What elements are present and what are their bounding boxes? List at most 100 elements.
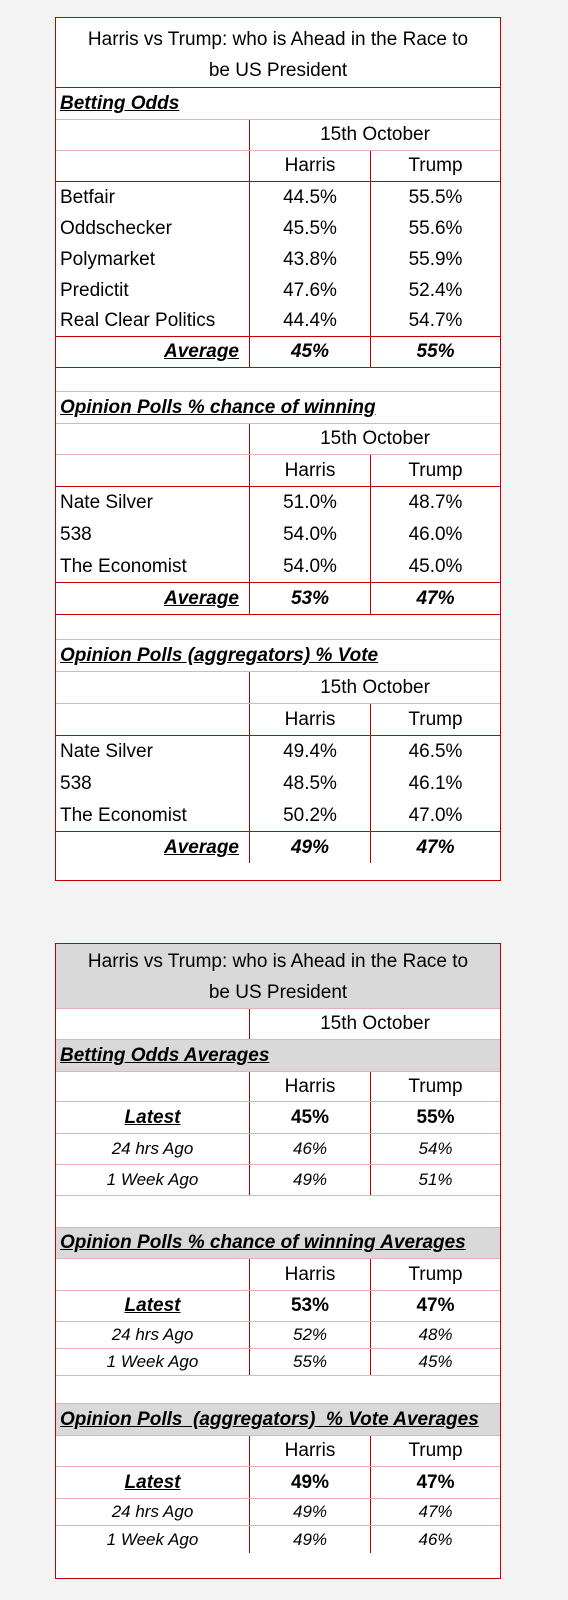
table-title: Harris vs Trump: who is Ahead in the Rac… xyxy=(87,950,469,1003)
average-row: Average 45% 55% xyxy=(56,337,500,368)
trump-value: 54.7% xyxy=(370,306,500,336)
table-row: 538 48.5% 46.1% xyxy=(56,768,500,800)
average-label: Average xyxy=(164,341,239,362)
table-row: Latest 53% 47% xyxy=(56,1291,500,1322)
table-row: Betfair 44.5% 55.5% xyxy=(56,182,500,213)
spacer-row xyxy=(56,368,500,392)
source-name: Predictit xyxy=(60,279,129,301)
source-name: The Economist xyxy=(60,555,187,577)
table-title-row: Harris vs Trump: who is Ahead in the Rac… xyxy=(56,18,500,88)
source-name: 538 xyxy=(60,773,92,794)
table-row: Real Clear Politics 44.4% 54.7% xyxy=(56,306,500,337)
trump-value: 46.1% xyxy=(370,768,500,800)
trump-value: 47% xyxy=(370,1467,500,1498)
date-header: 15th October xyxy=(249,120,500,150)
section-heading-vote-share-averages: Opinion Polls (aggregators) % Vote Avera… xyxy=(60,1408,479,1430)
table-title-row: Harris vs Trump: who is Ahead in the Rac… xyxy=(56,944,500,1009)
harris-value: 47.6% xyxy=(249,275,370,306)
table-row: Nate Silver 51.0% 48.7% xyxy=(56,487,500,519)
harris-value: 54.0% xyxy=(249,551,370,582)
harris-value: 50.2% xyxy=(249,800,370,831)
trump-value: 55% xyxy=(370,1102,500,1133)
section-heading-chance-of-winning-averages: Opinion Polls % chance of winning Averag… xyxy=(60,1232,466,1253)
date-row: 15th October xyxy=(56,424,500,455)
detailed-results-table: Harris vs Trump: who is Ahead in the Rac… xyxy=(55,17,501,881)
table-row: Polymarket 43.8% 55.9% xyxy=(56,244,500,275)
harris-value: 53% xyxy=(249,1291,370,1321)
trump-column-header: Trump xyxy=(370,151,500,181)
column-header-row: Harris Trump xyxy=(56,1072,500,1102)
section-heading-chance-of-winning: Opinion Polls % chance of winning xyxy=(60,396,376,418)
average-label: Average xyxy=(164,587,239,609)
table-row: 24 hrs Ago 49% 47% xyxy=(56,1499,500,1526)
section-heading-betting-odds: Betting Odds xyxy=(60,92,180,114)
trump-value: 48% xyxy=(370,1322,500,1348)
average-row: Average 53% 47% xyxy=(56,583,500,615)
trump-column-header: Trump xyxy=(370,704,500,735)
average-row: Average 49% 47% xyxy=(56,832,500,863)
source-name: Polymarket xyxy=(60,248,156,270)
source-name: Nate Silver xyxy=(60,741,153,762)
table-row: 538 54.0% 46.0% xyxy=(56,519,500,551)
date-header: 15th October xyxy=(249,672,500,703)
column-header-row: Harris Trump xyxy=(56,455,500,487)
harris-value: 43.8% xyxy=(249,244,370,275)
table-row: The Economist 54.0% 45.0% xyxy=(56,551,500,583)
column-header-row: Harris Trump xyxy=(56,704,500,736)
section-heading-vote-share: Opinion Polls (aggregators) % Vote xyxy=(60,644,379,666)
trump-value: 47% xyxy=(370,1291,500,1321)
period-label: 24 hrs Ago xyxy=(111,1139,194,1158)
trump-value: 47.0% xyxy=(370,800,500,831)
trump-value: 46.5% xyxy=(370,736,500,768)
trump-value: 47% xyxy=(370,1499,500,1525)
harris-value: 49% xyxy=(249,1499,370,1525)
source-name: The Economist xyxy=(60,804,187,826)
trump-value: 55.9% xyxy=(370,244,500,275)
date-header: 15th October xyxy=(249,424,500,454)
trump-value: 48.7% xyxy=(370,487,500,519)
period-label: Latest xyxy=(124,1295,181,1316)
column-header-row: Harris Trump xyxy=(56,1436,500,1467)
column-header-row: Harris Trump xyxy=(56,151,500,182)
harris-value: 49% xyxy=(249,1526,370,1553)
table-row: Predictit 47.6% 52.4% xyxy=(56,275,500,306)
harris-value: 45.5% xyxy=(249,213,370,244)
harris-average: 53% xyxy=(249,583,370,614)
harris-column-header: Harris xyxy=(249,704,370,735)
source-name: Oddschecker xyxy=(60,217,172,239)
section-heading-row: Opinion Polls % chance of winning xyxy=(56,392,500,424)
section-heading-row: Opinion Polls % chance of winning Averag… xyxy=(56,1228,500,1259)
harris-value: 45% xyxy=(249,1102,370,1133)
harris-value: 48.5% xyxy=(249,768,370,800)
table-row: 24 hrs Ago 46% 54% xyxy=(56,1134,500,1165)
trump-value: 55.6% xyxy=(370,213,500,244)
date-row: 15th October xyxy=(56,120,500,151)
trump-average: 47% xyxy=(370,583,500,614)
harris-value: 54.0% xyxy=(249,519,370,551)
table-row: 1 Week Ago 55% 45% xyxy=(56,1349,500,1376)
averages-summary-table: Harris vs Trump: who is Ahead in the Rac… xyxy=(55,943,501,1579)
harris-value: 55% xyxy=(249,1349,370,1375)
source-name: 538 xyxy=(60,524,92,545)
trump-column-header: Trump xyxy=(370,1072,500,1101)
table-row: 24 hrs Ago 52% 48% xyxy=(56,1322,500,1349)
harris-column-header: Harris xyxy=(249,1072,370,1101)
table-row: Oddschecker 45.5% 55.6% xyxy=(56,213,500,244)
date-header: 15th October xyxy=(249,1009,500,1039)
date-row: 15th October xyxy=(56,1009,500,1040)
harris-average: 45% xyxy=(249,337,370,367)
trump-column-header: Trump xyxy=(370,1259,500,1290)
trump-value: 45% xyxy=(370,1349,500,1375)
table-row: Latest 45% 55% xyxy=(56,1102,500,1134)
trump-average: 47% xyxy=(370,832,500,863)
date-row: 15th October xyxy=(56,672,500,704)
trump-value: 46% xyxy=(370,1526,500,1553)
section-heading-betting-odds-averages: Betting Odds Averages xyxy=(60,1044,270,1066)
harris-average: 49% xyxy=(249,832,370,863)
section-heading-row: Opinion Polls (aggregators) % Vote Avera… xyxy=(56,1404,500,1436)
table-row: Nate Silver 49.4% 46.5% xyxy=(56,736,500,768)
period-label: Latest xyxy=(124,1106,181,1128)
spacer-row xyxy=(56,615,500,640)
period-label: Latest xyxy=(124,1471,181,1493)
period-label: 1 Week Ago xyxy=(106,1170,199,1189)
